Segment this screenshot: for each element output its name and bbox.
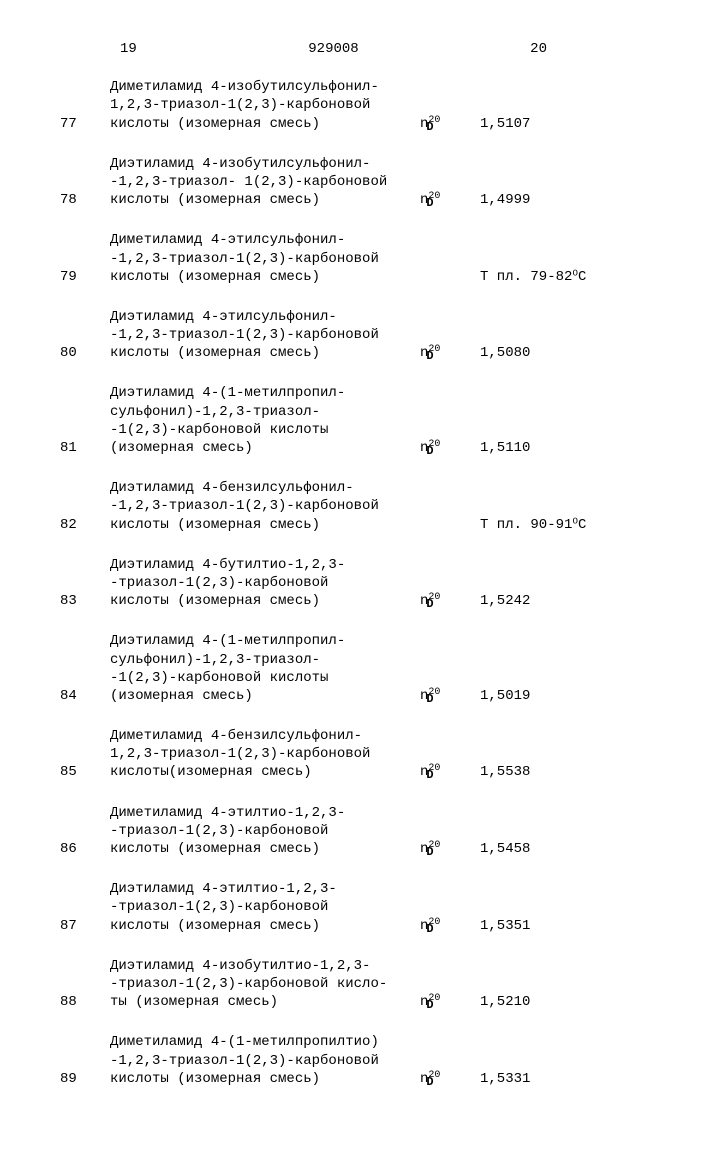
compound-entry: 83Диэтиламид 4-бутилтио-1,2,3--триазол-1… (60, 556, 647, 611)
entry-property-symbol: n20D (410, 439, 480, 457)
entry-description: Диметиламид 4-этилсульфонил--1,2,3-триаз… (110, 231, 410, 286)
entry-number: 79 (60, 268, 110, 286)
page-num-right: 20 (530, 40, 547, 58)
entry-description: Диэтиламид 4-бензилсульфонил--1,2,3-триа… (110, 479, 410, 534)
entry-value: Т пл. 79-82⁰С (480, 268, 586, 286)
entry-number: 88 (60, 993, 110, 1011)
compound-entry: 89Диметиламид 4-(1-метилпропилтио)-1,2,3… (60, 1033, 647, 1088)
compound-list: 77Диметиламид 4-изобутилсульфонил-1,2,3-… (60, 78, 647, 1088)
entry-description: Диэтиламид 4-этилсульфонил--1,2,3-триазо… (110, 308, 410, 363)
entry-number: 87 (60, 917, 110, 935)
entry-property-symbol: n20D (410, 687, 480, 705)
entry-value: 1,5210 (480, 993, 530, 1011)
compound-entry: 81Диэтиламид 4-(1-метилпропил-сульфонил)… (60, 384, 647, 457)
page-num-left: 19 (120, 40, 137, 58)
compound-entry: 84Диэтиламид 4-(1-метилпропил-сульфонил)… (60, 632, 647, 705)
entry-description: Диэтиламид 4-изобутилтио-1,2,3--триазол-… (110, 957, 410, 1012)
doc-number: 929008 (308, 40, 358, 58)
entry-value: 1,5458 (480, 840, 530, 858)
compound-entry: 87Диэтиламид 4-этилтио-1,2,3--триазол-1(… (60, 880, 647, 935)
entry-number: 89 (60, 1070, 110, 1088)
entry-value: 1,4999 (480, 191, 530, 209)
entry-value: 1,5351 (480, 917, 530, 935)
entry-number: 77 (60, 115, 110, 133)
entry-value: 1,5242 (480, 592, 530, 610)
entry-number: 82 (60, 516, 110, 534)
entry-number: 80 (60, 344, 110, 362)
entry-description: Диметиламид 4-(1-метилпропилтио)-1,2,3-т… (110, 1033, 410, 1088)
compound-entry: 80Диэтиламид 4-этилсульфонил--1,2,3-триа… (60, 308, 647, 363)
entry-value: 1,5019 (480, 687, 530, 705)
entry-property-symbol: n20D (410, 917, 480, 935)
entry-number: 84 (60, 687, 110, 705)
entry-description: Диметиламид 4-изобутилсульфонил-1,2,3-тр… (110, 78, 410, 133)
entry-property-symbol: n20D (410, 840, 480, 858)
entry-property-symbol: n20D (410, 344, 480, 362)
entry-number: 78 (60, 191, 110, 209)
page-header: 19 929008 20 (60, 40, 647, 58)
entry-description: Диэтиламид 4-(1-метилпропил-сульфонил)-1… (110, 384, 410, 457)
entry-description: Диэтиламид 4-бутилтио-1,2,3--триазол-1(2… (110, 556, 410, 611)
entry-value: 1,5110 (480, 439, 530, 457)
entry-number: 83 (60, 592, 110, 610)
entry-description: Диметиламид 4-этилтио-1,2,3--триазол-1(2… (110, 804, 410, 859)
entry-value: 1,5080 (480, 344, 530, 362)
entry-description: Диэтиламид 4-этилтио-1,2,3--триазол-1(2,… (110, 880, 410, 935)
compound-entry: 86Диметиламид 4-этилтио-1,2,3--триазол-1… (60, 804, 647, 859)
entry-property-symbol: n20D (410, 592, 480, 610)
entry-property-symbol: n20D (410, 1070, 480, 1088)
entry-property-symbol: n20D (410, 993, 480, 1011)
compound-entry: 85Диметиламид 4-бензилсульфонил-1,2,3-тр… (60, 727, 647, 782)
compound-entry: 82Диэтиламид 4-бензилсульфонил--1,2,3-тр… (60, 479, 647, 534)
entry-number: 81 (60, 439, 110, 457)
entry-property-symbol: n20D (410, 115, 480, 133)
entry-number: 86 (60, 840, 110, 858)
entry-value: Т пл. 90-91⁰С (480, 516, 586, 534)
compound-entry: 79Диметиламид 4-этилсульфонил--1,2,3-три… (60, 231, 647, 286)
entry-property-symbol: n20D (410, 763, 480, 781)
entry-property-symbol: n20D (410, 191, 480, 209)
entry-number: 85 (60, 763, 110, 781)
compound-entry: 88Диэтиламид 4-изобутилтио-1,2,3--триазо… (60, 957, 647, 1012)
entry-value: 1,5538 (480, 763, 530, 781)
entry-description: Диэтиламид 4-изобутилсульфонил--1,2,3-тр… (110, 155, 410, 210)
entry-description: Диметиламид 4-бензилсульфонил-1,2,3-триа… (110, 727, 410, 782)
entry-value: 1,5107 (480, 115, 530, 133)
entry-value: 1,5331 (480, 1070, 530, 1088)
entry-description: Диэтиламид 4-(1-метилпропил-сульфонил)-1… (110, 632, 410, 705)
compound-entry: 78Диэтиламид 4-изобутилсульфонил--1,2,3-… (60, 155, 647, 210)
compound-entry: 77Диметиламид 4-изобутилсульфонил-1,2,3-… (60, 78, 647, 133)
